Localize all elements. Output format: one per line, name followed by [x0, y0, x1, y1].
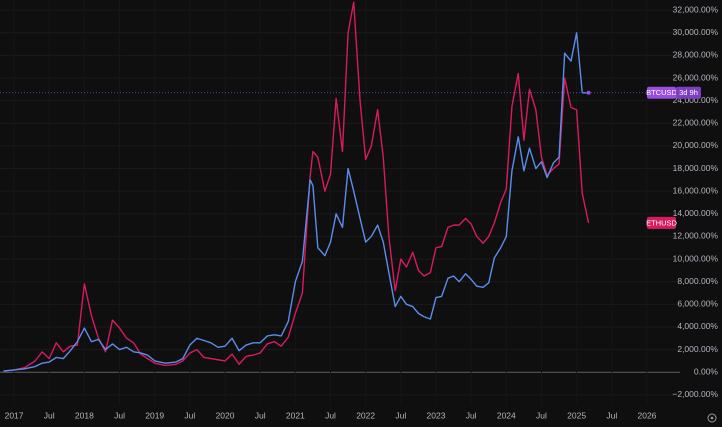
x-tick-label: 2024 — [497, 410, 516, 420]
x-tick-label: 2026 — [637, 410, 656, 420]
x-tick-label: 2025 — [567, 410, 586, 420]
x-tick-label: Jul — [606, 410, 617, 420]
y-tick-label: 32,000.00% — [673, 4, 719, 14]
y-tick-label: 4,000.00% — [677, 321, 718, 331]
y-tick-label: 18,000.00% — [673, 163, 719, 173]
x-tick-label: Jul — [466, 410, 477, 420]
y-tick-label: 24,000.00% — [673, 95, 719, 105]
y-tick-label: 0.00% — [694, 366, 719, 376]
y-tick-label: 26,000.00% — [673, 72, 719, 82]
y-tick-label: 8,000.00% — [677, 276, 718, 286]
x-tick-label: 2017 — [5, 410, 24, 420]
y-tick-label: −2,000.00% — [672, 389, 718, 399]
x-tick-label: Jul — [536, 410, 547, 420]
x-tick-label: 2022 — [356, 410, 375, 420]
x-tick-label: Jul — [395, 410, 406, 420]
y-tick-label: 6,000.00% — [677, 299, 718, 309]
x-tick-label: Jul — [255, 410, 266, 420]
y-tick-label: 30,000.00% — [673, 27, 719, 37]
x-tick-label: Jul — [44, 410, 55, 420]
x-tick-label: 2020 — [216, 410, 235, 420]
price-tags: BTCUSD 3d 9h ETHUSD — [646, 86, 701, 229]
x-tick-label: 2018 — [75, 410, 94, 420]
tag-box — [676, 86, 701, 99]
y-tick-label: 28,000.00% — [673, 50, 719, 60]
settings-icon[interactable] — [707, 413, 717, 423]
y-tick-label: 12,000.00% — [673, 231, 719, 241]
series-line — [3, 32, 589, 372]
y-tick-label: 2,000.00% — [677, 344, 718, 354]
series-line — [3, 1, 590, 372]
x-tick-label: 2019 — [145, 410, 164, 420]
grid — [0, 9, 680, 396]
y-tick-label: 10,000.00% — [673, 253, 719, 263]
y-tick-label: 22,000.00% — [673, 118, 719, 128]
x-tick-label: Jul — [184, 410, 195, 420]
tag-box — [647, 86, 676, 99]
tag-name: ETHUSD — [646, 218, 677, 227]
price-tag: BTCUSD 3d 9h — [646, 86, 701, 99]
y-tick-label: 14,000.00% — [673, 208, 719, 218]
x-tick-label: 2023 — [427, 410, 446, 420]
x-tick-label: Jul — [114, 410, 125, 420]
tag-name: BTCUSD — [646, 88, 677, 97]
tag-box — [647, 216, 676, 229]
axes: −2,000.00% 0.00% 2,000.00% 4,000.00% 6,000.0… — [5, 4, 719, 420]
x-tick-label: Jul — [325, 410, 336, 420]
last-point — [586, 90, 591, 95]
price-tag: ETHUSD — [646, 216, 677, 229]
plot — [0, 1, 680, 372]
x-tick-label: 2021 — [286, 410, 305, 420]
y-tick-label: 16,000.00% — [673, 185, 719, 195]
tag-countdown: 3d 9h — [679, 88, 698, 97]
y-tick-label: 20,000.00% — [673, 140, 719, 150]
